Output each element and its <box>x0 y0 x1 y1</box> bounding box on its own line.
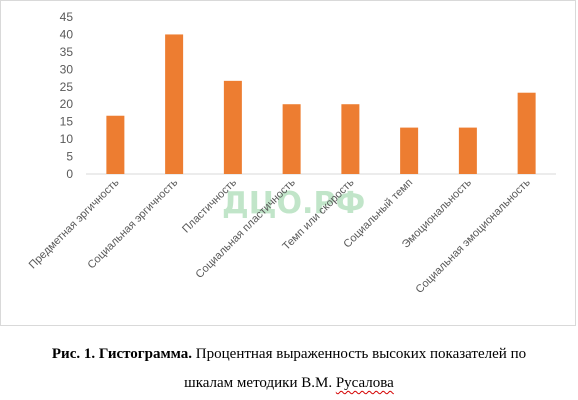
y-tick-label: 25 <box>60 80 74 94</box>
bar <box>282 104 301 174</box>
y-tick-label: 45 <box>60 10 74 24</box>
bar-chart: 0 5 10 15 20 25 30 35 40 45 ДЦО.РФ Предметная эрг… <box>27 10 556 296</box>
y-tick-label: 30 <box>60 62 74 76</box>
y-tick-label: 0 <box>66 167 73 181</box>
caption-prefix: Рис. 1. Гистограмма. <box>51 346 193 362</box>
figure-caption-line-1: Рис. 1. Гистограмма. Процентная выраженн… <box>0 346 578 363</box>
y-tick-label: 20 <box>60 97 74 111</box>
bar <box>400 127 419 174</box>
caption-line2-text: шкалам методики В.М. <box>184 375 336 391</box>
bar <box>223 80 242 174</box>
y-tick-label: 40 <box>60 27 74 41</box>
bar <box>106 115 125 174</box>
y-tick-label: 15 <box>60 115 74 129</box>
caption-text: Процентная выраженность высоких показате… <box>195 346 527 362</box>
y-tick-label: 35 <box>60 45 74 59</box>
y-axis-ticks: 0 5 10 15 20 25 30 35 40 45 <box>60 10 74 181</box>
caption-line2-underlined: Русалова <box>335 375 394 391</box>
x-category-label: Социальная эмоциональность <box>413 176 532 295</box>
bar <box>458 127 477 174</box>
bar <box>517 92 536 174</box>
figure-caption-line-2: шкалам методики В.М. Русалова <box>0 375 578 392</box>
bar <box>165 34 184 174</box>
bars <box>106 34 536 174</box>
y-tick-label: 5 <box>66 150 73 164</box>
bar <box>341 104 360 174</box>
y-tick-label: 10 <box>60 132 74 146</box>
watermark-text: ДЦО.РФ <box>222 186 365 221</box>
